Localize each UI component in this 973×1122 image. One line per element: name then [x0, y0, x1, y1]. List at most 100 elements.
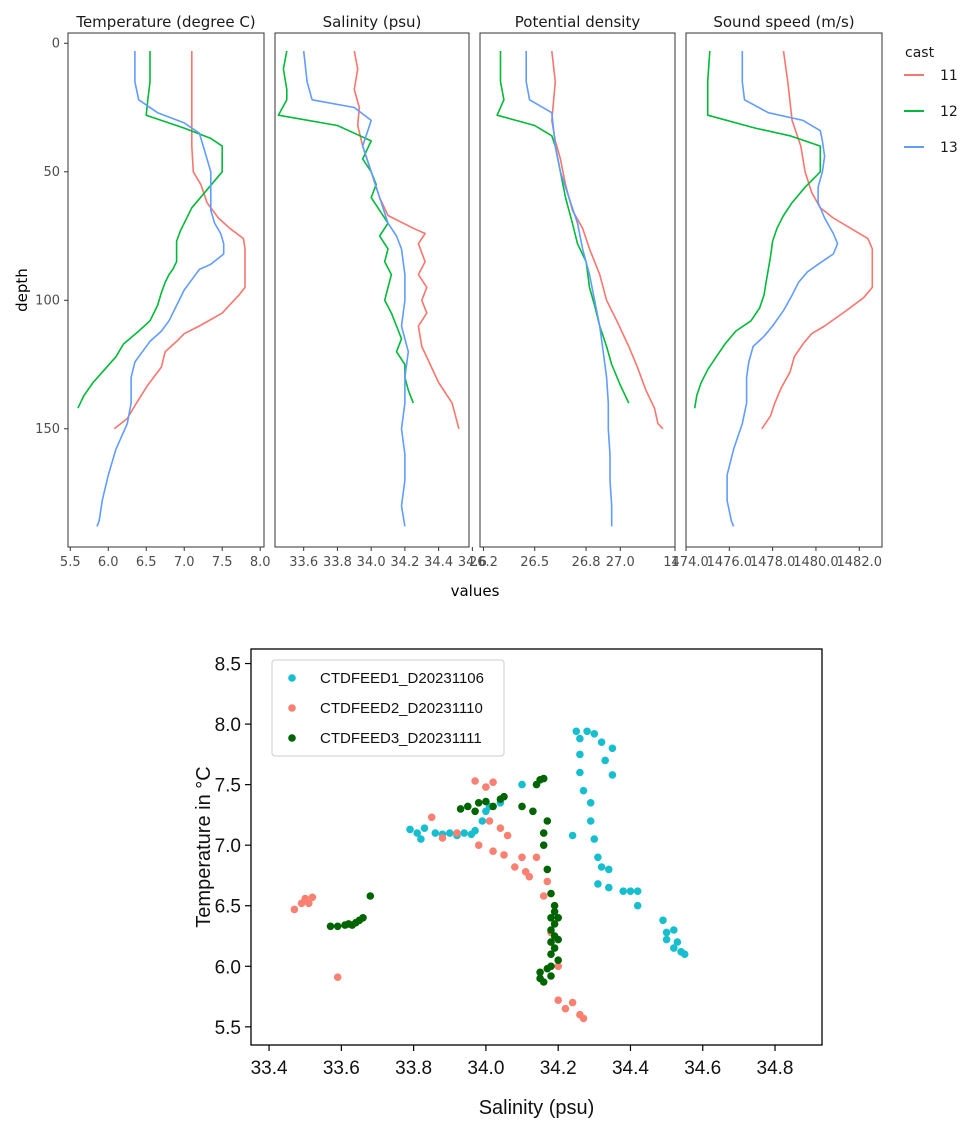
x-tick-label: 6.0: [98, 555, 119, 570]
x-tick-label: 1480.0: [793, 555, 839, 570]
scatter-point-series-3: [359, 914, 367, 922]
scatter-point-series-3: [550, 944, 559, 952]
x-tick-label: 1476.0: [707, 555, 753, 570]
scatter-point-series-3: [547, 889, 555, 898]
scatter-point-series-3: [333, 922, 342, 931]
legend-label-cast-13: 13: [940, 140, 958, 156]
scatter-point-series-3: [543, 964, 552, 973]
scatter-point-series-1: [590, 835, 599, 843]
panel-frame: [274, 32, 470, 548]
legend-label-series-2: CTDFEED2_D20231110: [320, 700, 483, 717]
legend-box: [271, 659, 505, 757]
scatter-point-series-2: [333, 973, 342, 981]
legend-label-series-1: CTDFEED1_D20231106: [320, 670, 484, 687]
scatter-point-series-1: [605, 865, 613, 874]
scatter-point-series-2: [489, 778, 497, 786]
x-tick-label: 7.0: [174, 555, 195, 570]
scatter-point-series-2: [474, 841, 483, 849]
scatter-point-series-1: [576, 750, 584, 759]
y-tick-label: 6.5: [215, 897, 241, 918]
y-tick-label: 7.0: [215, 836, 241, 857]
scatter-point-series-2: [511, 863, 519, 871]
scatter-point-series-2: [482, 783, 490, 791]
scatter-point-series-1: [568, 831, 577, 840]
scatter-point-series-3: [550, 908, 559, 916]
y-tick-label: 8.5: [215, 655, 241, 676]
scatter-point-series-1: [431, 829, 440, 837]
scatter-point-series-1: [417, 835, 425, 843]
scatter-point-series-1: [633, 901, 642, 910]
legend-marker-series-1: [288, 674, 296, 682]
scatter-point-series-1: [662, 928, 671, 937]
scatter-point-series-1: [413, 829, 422, 837]
x-tick-label: 1474.0: [663, 555, 709, 570]
scatter-point-series-2: [290, 905, 299, 914]
ctd-profile-facet-chart: Temperature (degree C) 5.5 6.0 6.5 7.0 7.5 8.0…: [13, 13, 958, 600]
x-tick-label: 34.4: [612, 1058, 649, 1079]
x-tick-label: 1482.0: [837, 555, 883, 570]
scatter-point-series-3: [554, 956, 562, 964]
scatter-point-series-3: [550, 901, 559, 910]
legend-marker-series-2: [288, 704, 296, 712]
scatter-point-series-1: [626, 887, 635, 895]
scatter-point-series-2: [500, 851, 508, 859]
scatter-point-series-1: [608, 744, 617, 753]
scatter-point-series-3: [539, 841, 548, 849]
x-tick-label: 34.0: [357, 555, 386, 570]
series-line-cast-11: [761, 50, 874, 430]
scatter-point-series-2: [438, 834, 447, 842]
scatter-point-series-3: [482, 797, 490, 806]
scatter-point-series-2: [503, 831, 512, 840]
panel-frame: [479, 32, 676, 548]
x-axis-title: values: [451, 582, 500, 600]
series-line-cast-13: [96, 51, 225, 527]
y-tick-label: 0: [52, 36, 60, 51]
scatter-point-series-3: [543, 865, 552, 874]
y-tick-label: 5.5: [215, 1018, 241, 1039]
scatter-point-series-1: [446, 829, 454, 837]
x-tick-label: 34.6: [684, 1058, 721, 1079]
scatter-point-series-2: [539, 892, 548, 900]
scatter-point-series-2: [496, 824, 505, 832]
scatter-point-series-3: [539, 978, 548, 986]
scatter-point-series-1: [576, 734, 584, 743]
x-tick-label: 5.5: [60, 555, 81, 570]
scatter-point-series-1: [670, 944, 678, 952]
scatter-point-series-1: [594, 853, 602, 862]
scatter-point-series-1: [518, 780, 526, 789]
scatter-point-series-2: [471, 777, 479, 785]
scatter-point-series-2: [568, 998, 577, 1007]
scatter-point-series-1: [605, 883, 613, 892]
scatter-point-series-3: [518, 802, 526, 811]
scatter-point-series-1: [586, 817, 595, 825]
scatter-point-series-1: [619, 887, 627, 895]
legend-title: cast: [905, 45, 935, 61]
scatter-point-series-2: [525, 872, 534, 881]
series-line-cast-12: [77, 51, 223, 409]
x-tick-label: 33.8: [323, 555, 352, 570]
x-tick-label: 1: [671, 555, 679, 570]
x-tick-label: 1478.0: [750, 555, 796, 570]
scatter-point-series-1: [572, 727, 581, 736]
x-tick-label: 34.6: [458, 555, 487, 570]
series-line-cast-11: [353, 50, 460, 430]
scatter-point-series-3: [366, 892, 375, 900]
panel-title: Salinity (psu): [323, 13, 422, 31]
panel-frame: [685, 32, 883, 548]
scatter-point-series-1: [608, 771, 617, 779]
x-tick-label: 34.2: [540, 1058, 577, 1079]
scatter-point-series-1: [406, 825, 414, 834]
scatter-point-series-3: [456, 805, 465, 813]
scatter-point-series-2: [489, 847, 497, 855]
x-tick-label: 34.0: [467, 1058, 504, 1079]
scatter-point-series-2: [561, 1004, 570, 1013]
scatter-point-series-3: [547, 950, 555, 958]
x-tick-label: 33.4: [251, 1058, 288, 1079]
x-tick-label: 33.6: [323, 1058, 360, 1079]
y-tick-label: 50: [43, 165, 60, 180]
scatter-point-series-1: [601, 756, 609, 765]
scatter-point-series-2: [305, 899, 313, 908]
scatter-point-series-3: [543, 817, 552, 825]
scatter-point-series-1: [597, 863, 606, 871]
y-tick-label: 6.0: [215, 957, 241, 978]
